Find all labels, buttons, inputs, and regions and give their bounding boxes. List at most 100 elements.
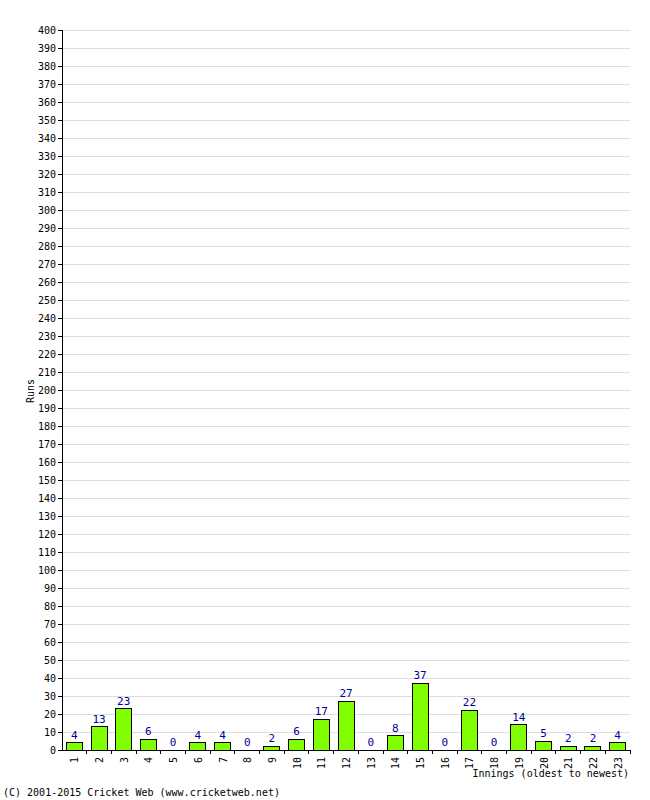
bar (264, 746, 280, 750)
y-tick (58, 606, 62, 607)
data-label: 14 (512, 711, 526, 724)
y-axis-label: Runs (25, 379, 36, 403)
data-label: 2 (590, 732, 597, 745)
y-tick-label: 220 (38, 349, 56, 360)
x-tick-label: 1 (69, 757, 80, 763)
data-label: 4 (614, 729, 621, 742)
y-tick-label: 80 (44, 601, 56, 612)
y-tick (58, 138, 62, 139)
x-tick (481, 750, 482, 754)
y-tick-label: 260 (38, 277, 56, 288)
data-label: 4 (71, 729, 78, 742)
y-tick-label: 130 (38, 511, 56, 522)
y-tick (58, 624, 62, 625)
y-tick-label: 170 (38, 439, 56, 450)
data-label: 13 (92, 713, 105, 726)
grid-line (62, 624, 630, 625)
x-tick (259, 750, 260, 754)
data-label: 0 (367, 736, 374, 749)
y-tick (58, 498, 62, 499)
data-label: 6 (293, 725, 300, 738)
grid-line (62, 480, 630, 481)
grid-line (62, 120, 630, 121)
y-tick (58, 264, 62, 265)
y-tick (58, 750, 62, 751)
y-tick-label: 280 (38, 241, 56, 252)
x-tick (531, 750, 532, 754)
y-tick (58, 354, 62, 355)
grid-line (62, 66, 630, 67)
x-tick (630, 750, 631, 754)
y-tick-label: 370 (38, 79, 56, 90)
y-tick-label: 90 (44, 583, 56, 594)
y-tick (58, 192, 62, 193)
y-tick-label: 150 (38, 475, 56, 486)
x-tick (86, 750, 87, 754)
y-tick-label: 100 (38, 565, 56, 576)
y-tick-label: 200 (38, 385, 56, 396)
grid-line (62, 642, 630, 643)
grid-line (62, 588, 630, 589)
data-label: 2 (565, 732, 572, 745)
grid-line (62, 174, 630, 175)
grid-line (62, 462, 630, 463)
grid-line (62, 354, 630, 355)
y-tick (58, 66, 62, 67)
grid-line (62, 660, 630, 661)
data-label: 23 (117, 695, 130, 708)
grid-line (62, 444, 630, 445)
y-tick-label: 240 (38, 313, 56, 324)
y-tick-label: 160 (38, 457, 56, 468)
grid-line (62, 750, 630, 751)
grid-line (62, 30, 630, 31)
x-tick (383, 750, 384, 754)
grid-line (62, 336, 630, 337)
x-tick (555, 750, 556, 754)
y-tick (58, 318, 62, 319)
y-tick-label: 340 (38, 133, 56, 144)
grid-line (62, 570, 630, 571)
y-tick (58, 282, 62, 283)
grid-line (62, 426, 630, 427)
grid-line (62, 192, 630, 193)
y-tick (58, 642, 62, 643)
y-tick-label: 310 (38, 187, 56, 198)
x-tick-label: 4 (143, 757, 154, 763)
y-tick-label: 0 (50, 745, 56, 756)
y-tick-label: 210 (38, 367, 56, 378)
y-tick (58, 678, 62, 679)
grid-line (62, 138, 630, 139)
grid-line (62, 246, 630, 247)
grid-line (62, 210, 630, 211)
x-tick (160, 750, 161, 754)
y-tick (58, 534, 62, 535)
y-tick (58, 390, 62, 391)
x-axis-label: Innings (oldest to newest) (472, 768, 629, 779)
x-tick (358, 750, 359, 754)
x-tick-label: 7 (218, 757, 229, 763)
y-tick (58, 714, 62, 715)
x-tick-label: 6 (193, 757, 204, 763)
y-tick (58, 102, 62, 103)
data-label: 0 (244, 736, 251, 749)
data-label: 22 (463, 696, 476, 709)
grid-line (62, 606, 630, 607)
y-tick-label: 140 (38, 493, 56, 504)
y-tick (58, 336, 62, 337)
y-tick-label: 330 (38, 151, 56, 162)
bar (66, 743, 82, 750)
x-tick (210, 750, 211, 754)
grid-line (62, 84, 630, 85)
bar (91, 727, 107, 750)
grid-line (62, 228, 630, 229)
data-label: 0 (491, 736, 498, 749)
data-label: 27 (339, 687, 352, 700)
data-label: 6 (145, 725, 152, 738)
y-tick-label: 390 (38, 43, 56, 54)
grid-line (62, 390, 630, 391)
y-tick (58, 84, 62, 85)
x-tick (185, 750, 186, 754)
y-tick-label: 190 (38, 403, 56, 414)
y-tick-label: 20 (44, 709, 56, 720)
x-tick (333, 750, 334, 754)
